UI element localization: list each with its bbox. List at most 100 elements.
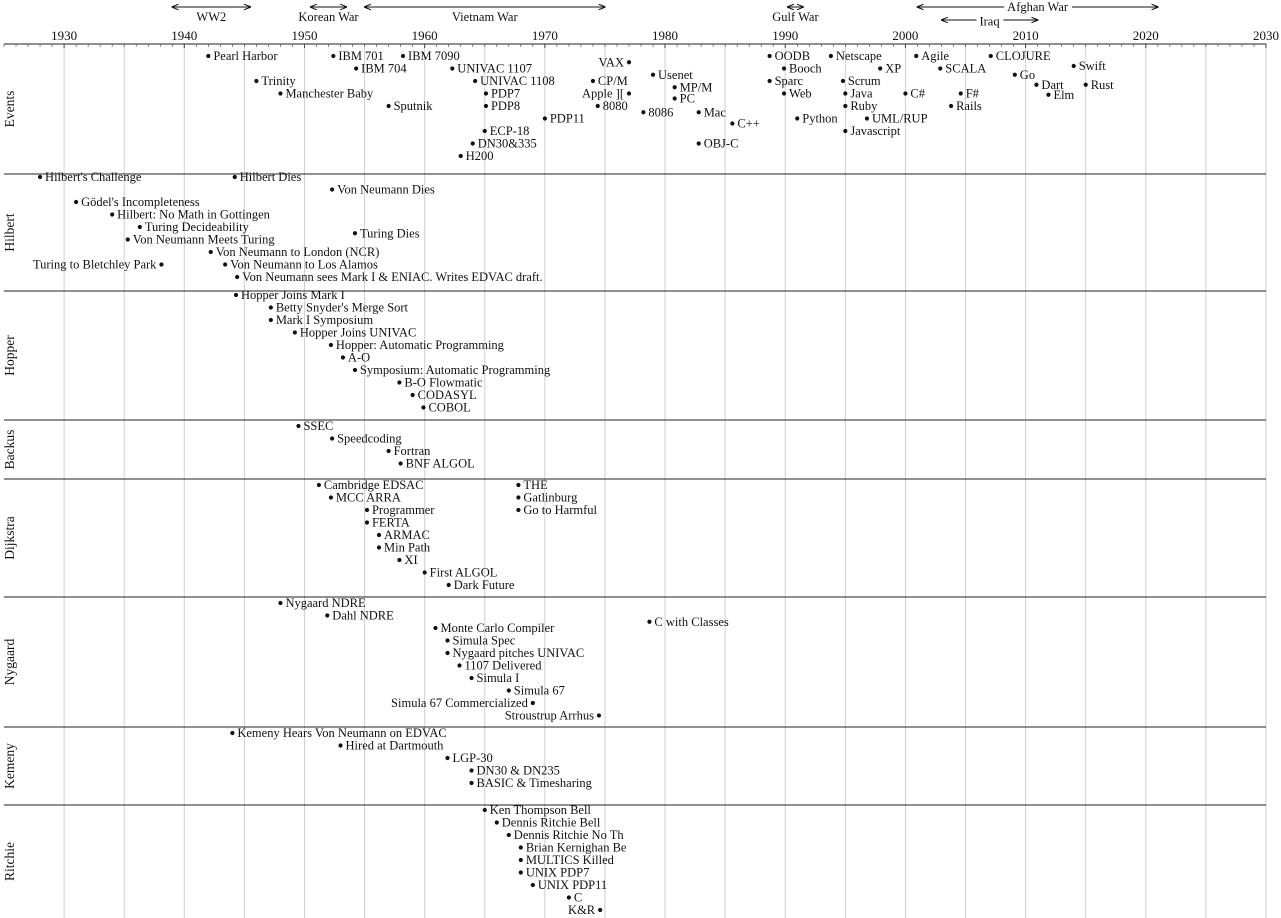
band-hilbert: Hilbert Hilbert's Challenge Gödel's Incomp… xyxy=(2,170,1266,284)
period-label: Gulf War xyxy=(772,10,819,24)
event-manchester-baby: Manchester Baby xyxy=(278,87,374,101)
event-von-neumann-to-london-ncr: Von Neumann to London (NCR) xyxy=(208,245,379,259)
event-bnf-algol: BNF ALGOL xyxy=(398,457,475,471)
event-dot xyxy=(767,78,772,84)
event-8086: 8086 xyxy=(641,105,673,119)
period-afghan-war: Afghan War xyxy=(917,0,1157,14)
event-dot xyxy=(843,128,848,134)
event-dot xyxy=(518,857,523,863)
event-label: PDP8 xyxy=(491,99,520,113)
event-label: UNIVAC 1108 xyxy=(480,74,555,88)
event-dot xyxy=(767,53,772,59)
year-gridlines xyxy=(63,44,1267,918)
event-dot xyxy=(595,103,600,109)
event-dot xyxy=(278,600,283,606)
event-dot xyxy=(641,110,646,115)
event-label: Turing Decideability xyxy=(145,220,250,234)
event-label: Von Neumann sees Mark I & ENIAC. Writes … xyxy=(242,270,543,284)
label-knockout xyxy=(1004,0,1072,14)
event-label: Simula 67 Commercialized xyxy=(391,696,529,710)
event-dot xyxy=(110,212,115,217)
event-dot xyxy=(482,807,487,813)
event-dot xyxy=(696,110,701,115)
event-label: Dark Future xyxy=(454,578,515,592)
event-c: C# xyxy=(903,87,926,101)
event-dot xyxy=(469,768,474,773)
event-label: Monte Carlo Compiler xyxy=(440,621,555,635)
event-label: H200 xyxy=(466,149,494,163)
event-label: Booch xyxy=(789,62,822,76)
event-swift: Swift xyxy=(1071,59,1106,73)
event-dot xyxy=(376,532,382,538)
event-label: Simula I xyxy=(477,671,520,685)
event-dot xyxy=(483,103,489,109)
event-label: 1107 Delivered xyxy=(465,659,543,673)
event-dot xyxy=(566,895,571,900)
event-dot xyxy=(445,755,450,761)
event-dot xyxy=(328,495,334,500)
event-lgp-30: LGP-30 xyxy=(445,751,493,765)
event-dot xyxy=(647,619,652,624)
axis-label-2030: 2030 xyxy=(1253,28,1279,43)
event-1107-delivered: 1107 Delivered xyxy=(457,659,542,673)
event-label: SSEC xyxy=(303,419,333,433)
event-label: Symposium: Automatic Programming xyxy=(360,363,551,377)
event-cp-m: CP/M xyxy=(590,74,628,88)
event-dn30-dn235: DN30 & DN235 xyxy=(469,764,560,778)
event-label: Usenet xyxy=(658,68,693,82)
event-dot xyxy=(397,557,402,563)
event-dot xyxy=(397,380,402,385)
event-go-to-harmful: Go to Harmful xyxy=(516,503,598,517)
band-label: Ritchie xyxy=(2,842,17,881)
event-label: FERTA xyxy=(372,516,410,530)
event-label: Hopper: Automatic Programming xyxy=(336,338,505,352)
event-von-neumann-to-los-alamos: Von Neumann to Los Alamos xyxy=(223,258,378,272)
event-go: Go xyxy=(1012,68,1035,82)
event-dot xyxy=(473,78,478,84)
event-uml-rup: UML/RUP xyxy=(864,112,928,126)
event-hopper-joins-mark-i: Hopper Joins Mark I xyxy=(233,288,345,302)
event-dot xyxy=(364,520,370,525)
event-label: Simula 67 xyxy=(514,684,565,698)
event-dot xyxy=(330,187,335,192)
event-label: Scrum xyxy=(848,74,881,88)
event-label: Fortran xyxy=(394,444,432,458)
axis-label-1940: 1940 xyxy=(171,28,197,43)
historical-periods: WW2 Korean War Vietnam War Gulf War Afghan W… xyxy=(172,0,1158,29)
event-turing-decideability: Turing Decideability xyxy=(137,220,250,234)
event-dot xyxy=(506,688,511,693)
event-java: Java xyxy=(843,87,873,101)
event-dot xyxy=(331,53,336,59)
event-dot xyxy=(469,675,474,681)
event-dot xyxy=(1046,92,1051,97)
event-dot xyxy=(268,305,273,310)
event-dot xyxy=(988,53,993,59)
event-dot xyxy=(596,713,602,718)
event-label: Trinity xyxy=(261,74,296,88)
event-8080: 8080 xyxy=(595,99,628,113)
event-simula-spec: Simula Spec xyxy=(445,634,516,648)
event-label: Betty Snyder's Merge Sort xyxy=(276,301,409,315)
period-ww2: WW2 xyxy=(172,7,250,24)
period-iraq: Iraq xyxy=(941,14,1037,29)
event-mp-m: MP/M xyxy=(672,80,712,94)
event-label: A-O xyxy=(348,351,370,365)
event-dot xyxy=(469,780,474,786)
event-dot xyxy=(206,53,211,59)
event-label: K&R xyxy=(568,903,596,917)
event-hilbert-s-challenge: Hilbert's Challenge xyxy=(37,170,142,184)
event-dot xyxy=(1034,82,1039,87)
event-hired-at-dartmouth: Hired at Dartmouth xyxy=(338,739,444,753)
event-label: Von Neumann to Los Alamos xyxy=(230,258,378,272)
event-basic-timesharing: BASIC & Timesharing xyxy=(469,776,593,790)
event-dot xyxy=(400,53,406,59)
event-label: Gödel's Incompleteness xyxy=(81,195,200,209)
event-label: Dart xyxy=(1041,78,1064,92)
event-label: IBM 704 xyxy=(361,62,407,76)
event-dot xyxy=(159,262,164,267)
event-label: XP xyxy=(885,62,901,76)
event-dot xyxy=(878,66,883,71)
